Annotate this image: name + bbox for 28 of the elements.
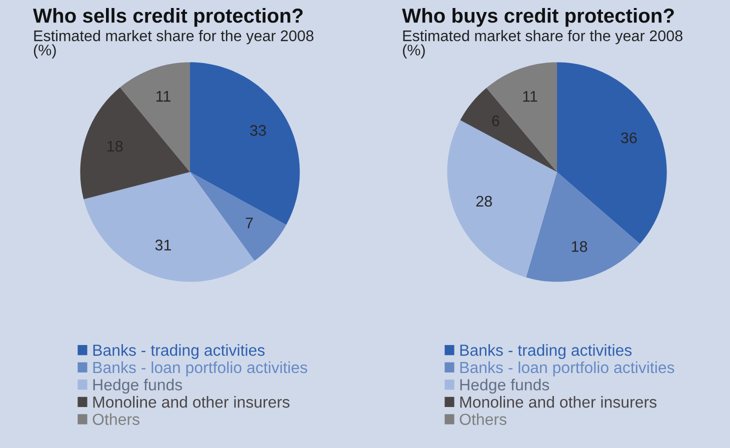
data-label: 11 — [523, 91, 538, 102]
legend-label: Monoline and other insurers — [93, 396, 290, 408]
legend-label: Banks - trading activities — [93, 344, 265, 360]
data-label: 28 — [476, 196, 492, 207]
legend-label: Hedge funds — [460, 378, 550, 394]
data-label: 31 — [155, 240, 171, 250]
legend-label: Hedge funds — [93, 378, 182, 394]
pie-slice — [84, 172, 255, 282]
pie-slice — [190, 172, 286, 261]
legend-label: Others — [92, 413, 140, 426]
data-label: 33 — [250, 125, 266, 136]
data-label: 36 — [621, 132, 637, 144]
legend-label: Banks - loan portfolio activities — [460, 361, 674, 376]
data-label: 18 — [572, 241, 588, 252]
legend-label: Banks - loan portfolio activities — [93, 361, 308, 376]
legend-label: Banks - trading activities — [460, 344, 632, 360]
chart-title: Who sells credit protection? — [33, 8, 303, 27]
pie-slice — [526, 172, 640, 282]
pie-slice — [486, 62, 557, 172]
data-label: 7 — [246, 218, 253, 228]
data-label: 11 — [156, 91, 170, 102]
chart-subtitle: Estimated market share for the year 2008 (%) — [34, 30, 314, 58]
chart-subtitle: Estimated market share for the year 2008 (%) — [402, 30, 682, 58]
legend-label: Monoline and other insurers — [460, 396, 656, 408]
chart-title: Who buys credit protection? — [402, 8, 674, 27]
pie-slice — [460, 88, 557, 172]
pie-slice — [80, 87, 190, 200]
legend-label: Others — [460, 413, 506, 426]
